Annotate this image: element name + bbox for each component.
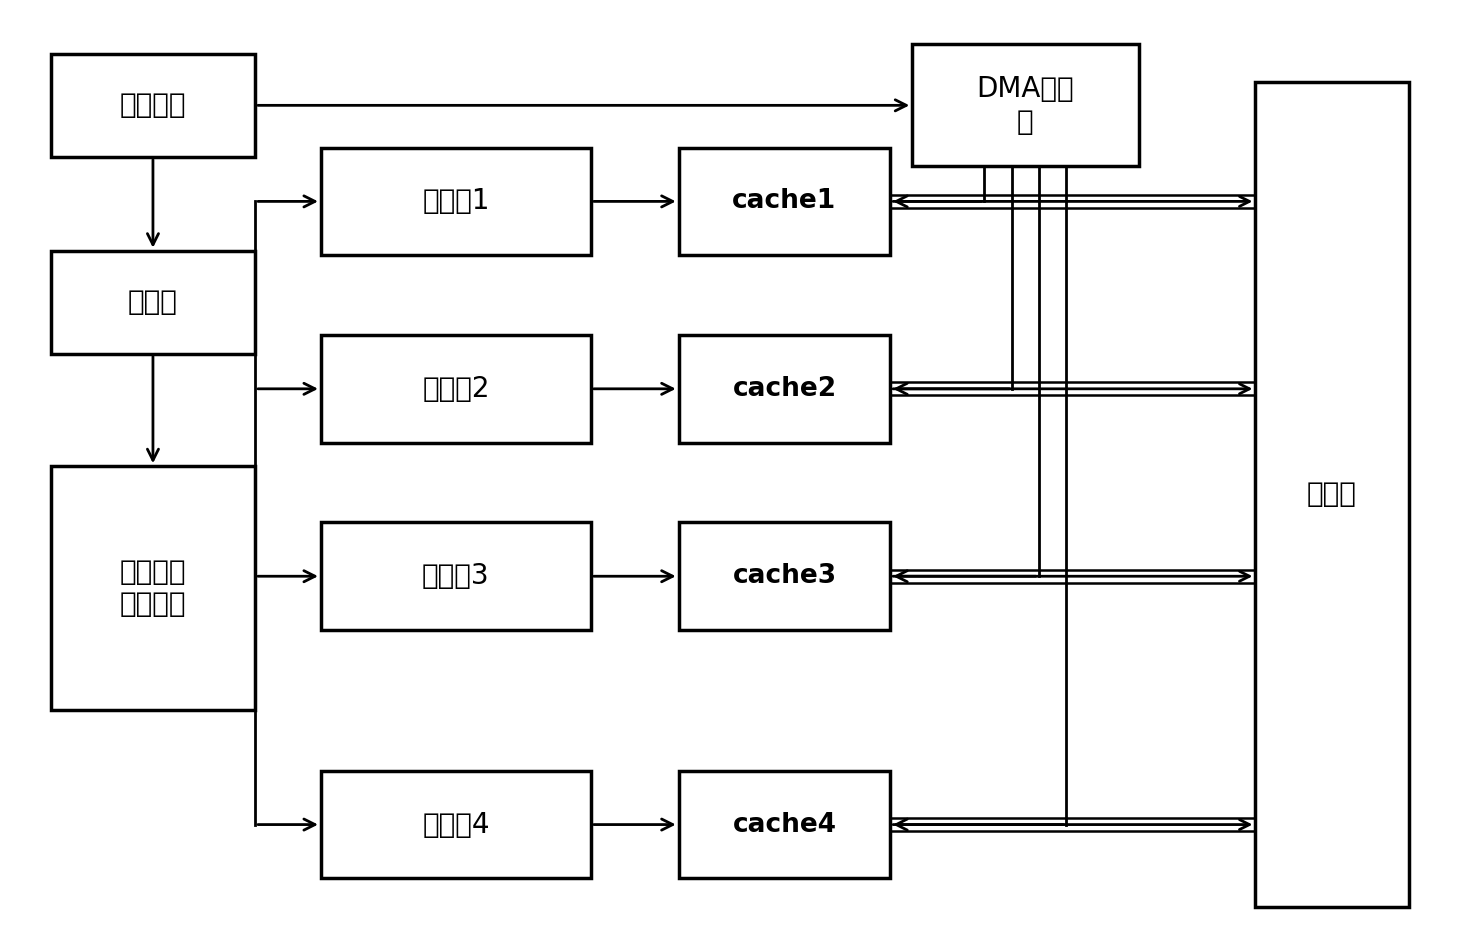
FancyBboxPatch shape xyxy=(678,147,890,255)
Text: 任务库: 任务库 xyxy=(1307,480,1358,508)
Text: 任务调度
管理系统: 任务调度 管理系统 xyxy=(119,557,186,618)
FancyBboxPatch shape xyxy=(50,251,255,354)
Text: 任务池: 任务池 xyxy=(128,288,178,316)
Text: cache2: cache2 xyxy=(733,376,837,402)
Text: cache4: cache4 xyxy=(733,811,836,838)
Text: 处理器4: 处理器4 xyxy=(422,810,489,839)
Text: 处理器3: 处理器3 xyxy=(422,562,489,591)
FancyBboxPatch shape xyxy=(1256,82,1409,906)
FancyBboxPatch shape xyxy=(321,770,591,879)
Text: 处理器2: 处理器2 xyxy=(422,375,489,403)
Text: cache3: cache3 xyxy=(733,563,837,590)
FancyBboxPatch shape xyxy=(321,147,591,255)
FancyBboxPatch shape xyxy=(678,335,890,443)
Text: cache1: cache1 xyxy=(733,188,837,214)
FancyBboxPatch shape xyxy=(50,54,255,157)
FancyBboxPatch shape xyxy=(321,335,591,443)
FancyBboxPatch shape xyxy=(678,770,890,879)
FancyBboxPatch shape xyxy=(321,522,591,631)
Text: 用户程序: 用户程序 xyxy=(119,91,186,119)
Text: DMA控制
器: DMA控制 器 xyxy=(977,75,1075,136)
FancyBboxPatch shape xyxy=(50,466,255,709)
Text: 处理器1: 处理器1 xyxy=(422,187,489,215)
FancyBboxPatch shape xyxy=(912,45,1138,166)
FancyBboxPatch shape xyxy=(678,522,890,631)
